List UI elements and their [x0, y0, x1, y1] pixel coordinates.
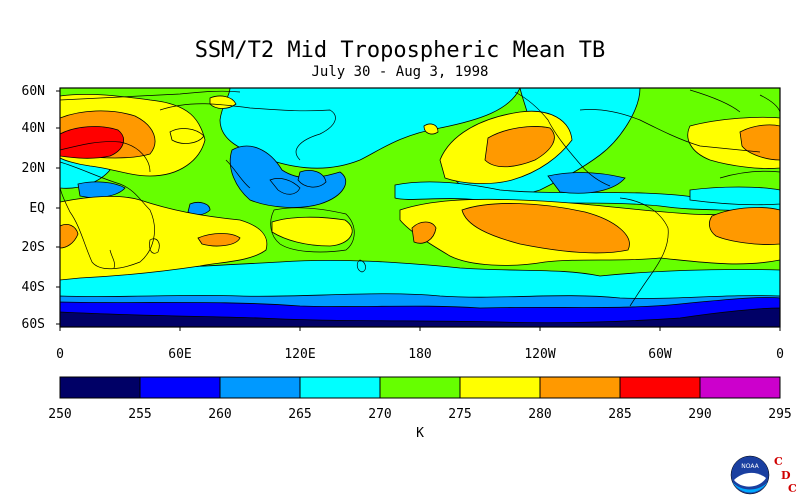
lon-label-0: 0	[56, 347, 64, 362]
noaa-gull-icon	[734, 472, 766, 487]
noaa-cdc-logo: NOAA C D C	[730, 455, 797, 495]
colorbar-tick-270: 270	[368, 407, 391, 422]
lon-labels: 0 60E 120E 180 120W 60W 0	[56, 347, 784, 362]
chart-subtitle: July 30 - Aug 3, 1998	[311, 64, 489, 80]
region-275-australia	[271, 216, 353, 247]
cdc-letter-3: C	[788, 482, 797, 495]
lat-label-60s: 60S	[22, 317, 45, 332]
noaa-wave-icon	[732, 482, 768, 493]
region-280-sw-africa	[60, 224, 79, 249]
colorbar-swatch-280	[539, 376, 621, 399]
patch-260-indonesia	[229, 145, 346, 208]
lon-label-60e: 60E	[168, 347, 191, 362]
colorbar-tick-285: 285	[608, 407, 631, 422]
lat-ticks	[56, 90, 60, 325]
region-265-atlantic	[689, 186, 780, 206]
colorbar-unit: K	[416, 426, 424, 441]
colorbar-tick-265: 265	[288, 407, 311, 422]
lon-label-180: 180	[408, 347, 431, 362]
region-280-pacific-south	[461, 203, 630, 254]
cdc-letter-1: C	[774, 455, 783, 468]
patch-260-japan	[297, 170, 327, 188]
lon-label-0-east: 0	[776, 347, 784, 362]
colorbar-tick-260: 260	[208, 407, 231, 422]
region-265-north	[219, 88, 521, 169]
lon-label-60w: 60W	[648, 347, 672, 362]
region-275-small-3	[423, 123, 439, 135]
colorbar	[59, 376, 781, 399]
region-275-south-atlantic	[60, 195, 268, 281]
colorbar-swatch-260	[219, 376, 301, 399]
colorbar-swatch-255	[139, 376, 221, 399]
cdc-letter-2: D	[781, 469, 791, 482]
colorbar-tick-295: 295	[768, 407, 791, 422]
colorbar-swatch-275	[459, 376, 541, 399]
colorbar-tick-250: 250	[48, 407, 71, 422]
temperature-map	[60, 88, 780, 327]
region-275-small-1	[169, 128, 205, 144]
coastlines	[60, 89, 780, 307]
lon-label-120e: 120E	[284, 347, 315, 362]
colorbar-swatch-285	[619, 376, 701, 399]
colorbar-tick-labels: 250 255 260 265 270 275 280 285 290 295	[48, 407, 791, 422]
lat-label-40n: 40N	[22, 121, 45, 136]
colorbar-swatch-250	[59, 376, 141, 399]
colorbar-tick-275: 275	[448, 407, 471, 422]
colorbar-swatch-265	[299, 376, 381, 399]
lon-label-120w: 120W	[524, 347, 555, 362]
lat-label-eq: EQ	[29, 201, 45, 216]
colorbar-swatch-270	[379, 376, 461, 399]
region-280-pacific-north	[484, 126, 555, 168]
lat-label-60n: 60N	[22, 84, 45, 99]
lat-labels: 60N 40N 20N EQ 20S 40S 60S	[22, 84, 46, 332]
noaa-logo-text: NOAA	[741, 463, 759, 470]
patch-260-mexico	[547, 171, 626, 194]
region-280-pacific-west	[411, 221, 437, 244]
region-280-south-atlantic	[708, 207, 780, 245]
chart-title: SSM/T2 Mid Tropospheric Mean TB	[194, 38, 606, 63]
region-285-central-asia	[60, 126, 124, 159]
lat-label-40s: 40S	[22, 280, 45, 295]
colorbar-swatch-290	[699, 376, 781, 399]
band-250-south	[60, 307, 780, 327]
colorbar-tick-255: 255	[128, 407, 151, 422]
colorbar-tick-280: 280	[528, 407, 551, 422]
lat-label-20s: 20S	[22, 240, 45, 255]
region-280-indian	[197, 233, 241, 247]
lat-label-20n: 20N	[22, 161, 45, 176]
colorbar-tick-290: 290	[688, 407, 711, 422]
lon-ticks	[59, 327, 781, 331]
